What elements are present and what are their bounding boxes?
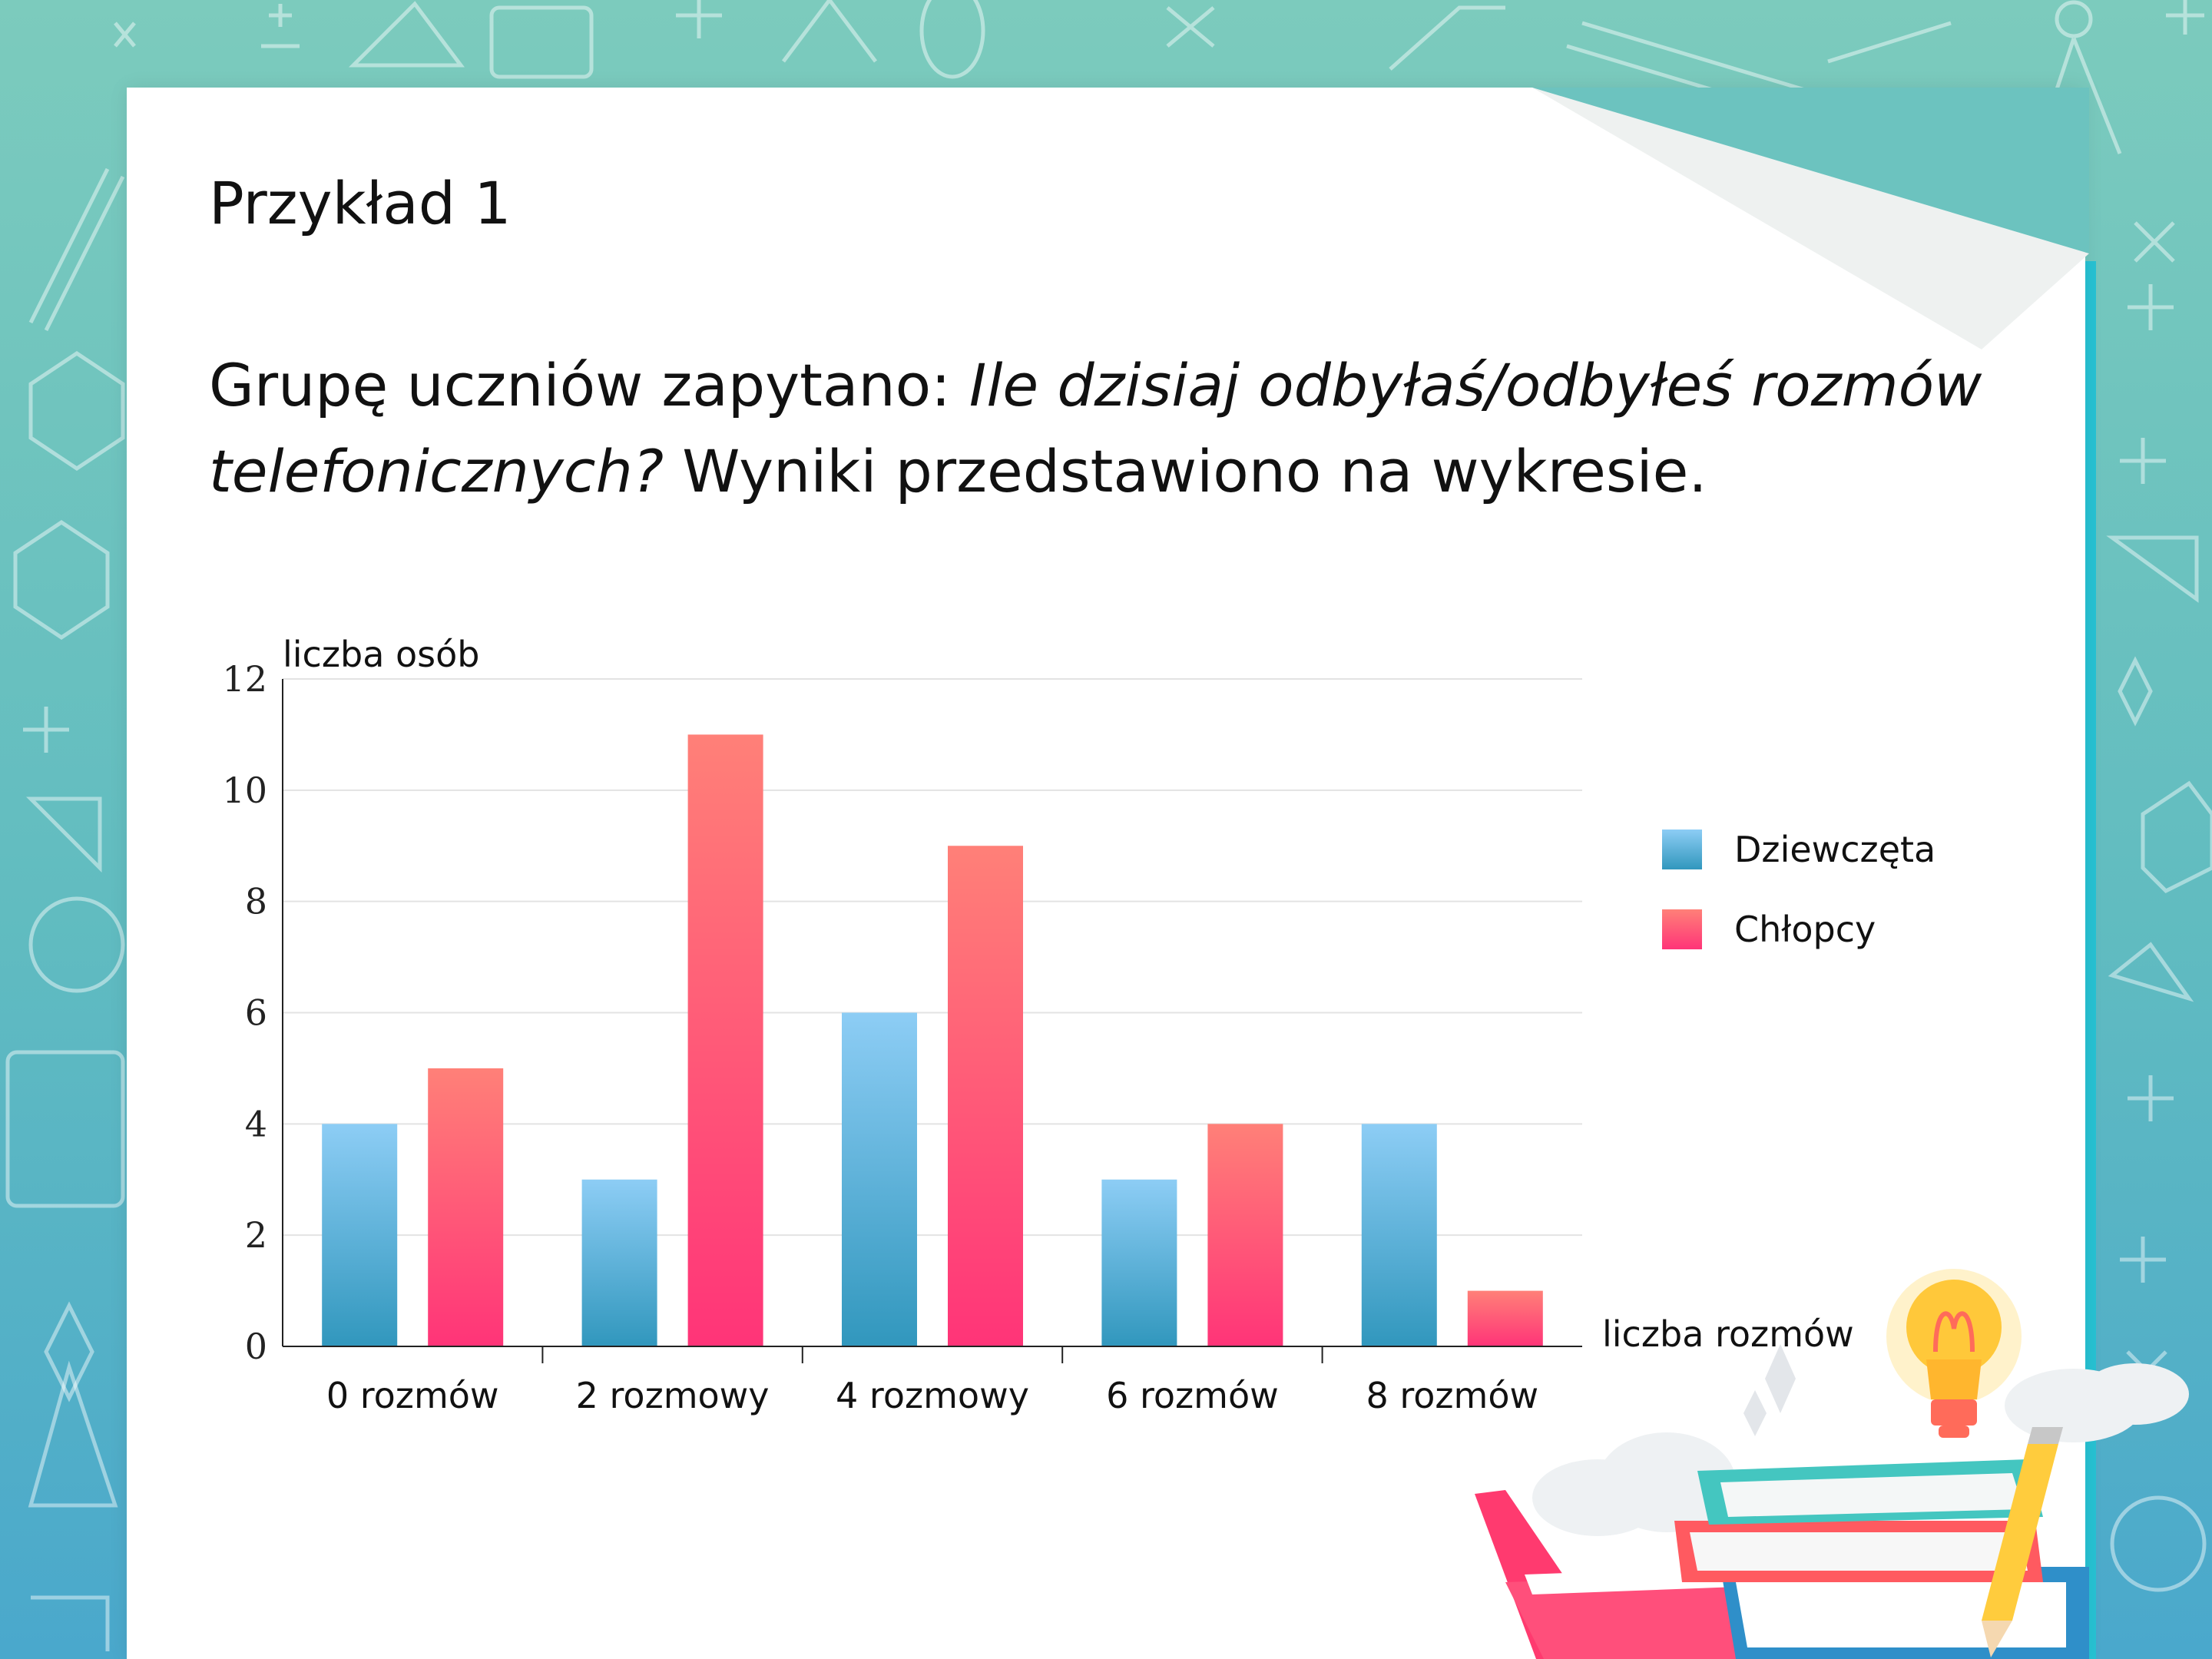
plus-icon [2128, 1075, 2174, 1121]
y-tick-label: 12 [222, 658, 267, 700]
divide-icon [261, 4, 300, 48]
category-label: 0 rozmów [326, 1375, 499, 1416]
bar-boys [1467, 1290, 1543, 1346]
category-label: 4 rozmowy [836, 1375, 1029, 1416]
times-icon [114, 22, 136, 48]
labels: liczba osób liczba rozmów 0 2 4 6 8 10 12 0 roz… [222, 634, 1853, 1416]
y-axis-label: liczba osób [283, 634, 479, 675]
compass-icon [2055, 0, 2093, 38]
triangle-icon [348, 1, 465, 68]
plus-icon [23, 707, 69, 753]
diamond-icon [44, 1301, 94, 1402]
clouds [1532, 1363, 2189, 1536]
question-prefix: Grupę uczniów zapytano: [209, 351, 969, 419]
plus-icon [2120, 1237, 2166, 1283]
category-label: 8 rozmów [1366, 1375, 1538, 1416]
times-icon [1166, 6, 1215, 48]
y-tick-label: 2 [245, 1214, 267, 1256]
question-text: Grupę uczniów zapytano: Ile dzisiaj odby… [209, 343, 2037, 515]
plus-icon [676, 0, 722, 38]
category-label: 2 rozmowy [576, 1375, 770, 1416]
pencil-icon [1827, 21, 1952, 64]
y-tick-label: 4 [245, 1103, 267, 1144]
page-curl-corner [1532, 88, 2089, 253]
bar-boys [1207, 1124, 1283, 1346]
cube-icon [28, 350, 125, 472]
bar-girls [322, 1124, 398, 1346]
bar-boys [428, 1068, 504, 1346]
bars [322, 734, 1543, 1346]
cylinder-icon [919, 0, 985, 79]
calculator-icon [489, 5, 594, 79]
triangle-icon [25, 796, 102, 873]
cone-icon [782, 0, 877, 63]
bar-girls [1361, 1124, 1437, 1346]
legend: Dziewczęta Chłopcy [1662, 829, 1936, 950]
diamond-sparkles [1743, 1344, 1796, 1436]
pencil-icon [28, 167, 125, 332]
x-axis-label: liczba rozmów [1602, 1313, 1854, 1355]
bar-girls [1101, 1179, 1177, 1346]
legend-swatch-girls [1662, 830, 1702, 869]
legend-label-boys: Chłopcy [1734, 909, 1876, 950]
bar-boys [687, 734, 763, 1346]
angle-icon [31, 1595, 110, 1651]
legend-label-girls: Dziewczęta [1734, 829, 1936, 870]
y-tick-label: 0 [245, 1326, 267, 1367]
circle-icon [28, 896, 125, 993]
plus-icon [2120, 438, 2166, 484]
bar-boys [948, 846, 1023, 1346]
category-label: 6 rozmów [1106, 1375, 1279, 1416]
cube-icon [13, 519, 110, 641]
paper-sheet [127, 88, 2085, 1659]
page-curl-fold [1532, 88, 2089, 349]
slide-title: Przykład 1 [209, 169, 512, 237]
calculator-icon [5, 1050, 125, 1208]
times-icon [2134, 221, 2175, 263]
triangle-icon [2106, 535, 2199, 603]
bar-girls [842, 1012, 917, 1346]
pyramid-icon [28, 1360, 118, 1508]
pyramid-icon [2108, 942, 2194, 1002]
axes [282, 679, 1582, 1363]
y-tick-label: 10 [222, 770, 267, 811]
diamond-icon [2118, 656, 2153, 727]
cube-icon [2141, 780, 2212, 894]
plus-icon [2166, 0, 2204, 35]
pencil-icon [1982, 1427, 2063, 1657]
circle-icon [2110, 1495, 2207, 1592]
y-tick-label: 6 [245, 992, 267, 1034]
line-icon [1389, 5, 1505, 71]
lightbulb-icon [1886, 1269, 2022, 1438]
divide-icon [2128, 284, 2174, 330]
bar-girls [581, 1179, 657, 1346]
question-suffix: Wyniki przedstawiono na wykresie. [664, 437, 1707, 505]
question-italic: Ile dzisiaj odbyłaś/odbyłeś rozmów telef… [209, 351, 1982, 505]
legend-swatch-boys [1662, 909, 1702, 949]
y-tick-label: 8 [245, 881, 267, 922]
